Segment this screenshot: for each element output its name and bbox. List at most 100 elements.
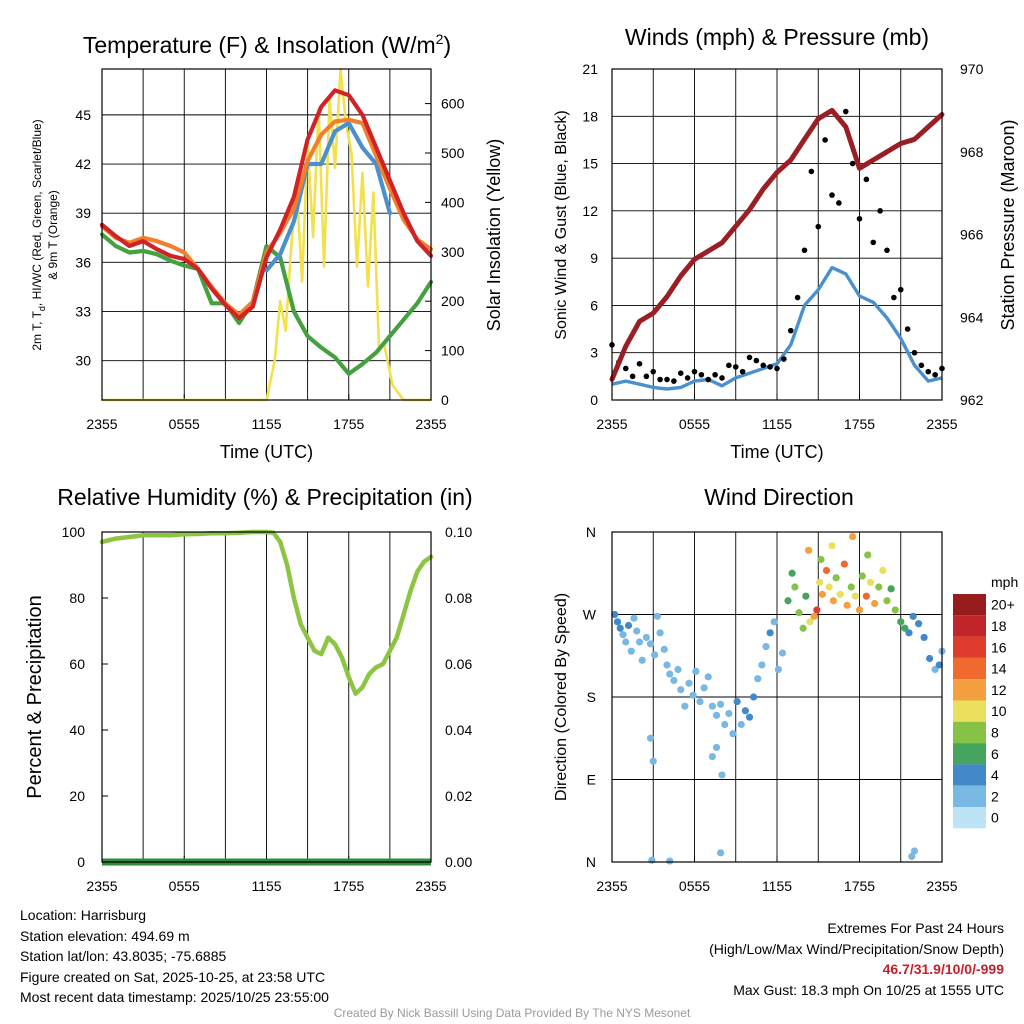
legend-label: 12 <box>991 682 1007 698</box>
y2-tick-label: 300 <box>441 244 465 260</box>
x-tick-label: 2355 <box>415 416 446 432</box>
gust-point <box>911 349 918 356</box>
y-tick-label: 60 <box>69 656 85 672</box>
y2-tick-label: 0.00 <box>445 854 472 870</box>
x-tick-label: 2355 <box>86 878 117 894</box>
y-tick-label: 0 <box>590 392 598 408</box>
gust-point <box>774 365 780 372</box>
y-tick-label: S <box>587 689 596 705</box>
y-tick-label: 45 <box>75 107 91 123</box>
y2-tick-label: 0.04 <box>445 722 472 738</box>
direction-point <box>766 629 774 637</box>
gust-point <box>815 223 822 230</box>
gust-point <box>657 376 663 383</box>
x-tick-label: 1755 <box>333 878 364 894</box>
direction-point <box>832 574 840 582</box>
direction-point <box>653 612 661 620</box>
legend-label: 20+ <box>991 597 1015 613</box>
x-tick-label: 2355 <box>596 416 627 432</box>
gust-point <box>691 368 698 375</box>
direction-point <box>646 640 655 648</box>
direction-point <box>875 583 883 591</box>
plot-border <box>101 68 432 401</box>
direction-point <box>851 592 859 600</box>
direction-point <box>663 661 671 669</box>
direction-point <box>855 606 864 614</box>
y2-tick-label: 964 <box>960 309 984 325</box>
y-tick-label: 9 <box>590 250 598 266</box>
direction-point <box>840 560 848 568</box>
direction-point <box>762 642 770 651</box>
direction-point <box>862 592 870 600</box>
extremes-values: 46.7/31.9/10/0/-999 <box>882 961 1004 977</box>
direction-point <box>651 651 659 659</box>
y-tick-label: 15 <box>582 156 598 172</box>
x-tick-label: 0555 <box>679 416 710 432</box>
direction-point <box>806 618 814 626</box>
gust-point <box>739 368 746 375</box>
gust-point <box>732 364 739 370</box>
x-tick-label: 1155 <box>251 416 281 432</box>
gust-point <box>629 373 636 380</box>
legend-swatch <box>953 636 986 658</box>
direction-point <box>750 693 758 701</box>
direction-point <box>717 849 725 857</box>
legend-label: 8 <box>991 724 999 740</box>
gust-point <box>842 108 849 115</box>
y-axis-label: Percent & Precipitation <box>24 595 46 798</box>
series-relative-humidity <box>99 529 434 696</box>
series-solar-insolation <box>100 67 433 402</box>
series-9m-t <box>99 117 434 317</box>
x-tick-label: 1755 <box>333 416 364 432</box>
direction-point <box>689 691 697 699</box>
legend-swatch <box>953 764 986 786</box>
direction-point <box>737 720 745 729</box>
direction-point <box>633 627 641 635</box>
direction-point <box>666 670 674 678</box>
gust-point <box>650 368 657 375</box>
panel-title: Temperature (F) & Insolation (W/m2) <box>83 31 451 58</box>
gust-point <box>870 239 877 246</box>
gust-point <box>664 376 670 383</box>
legend-label: 2 <box>991 788 999 804</box>
direction-point <box>670 676 678 685</box>
direction-point <box>704 673 712 681</box>
gust-point <box>801 247 808 254</box>
y-tick-label: 18 <box>582 108 598 124</box>
direction-point <box>696 697 704 706</box>
y-tick-label: 30 <box>75 353 91 369</box>
direction-point <box>931 665 939 674</box>
direction-point <box>817 555 825 564</box>
direction-point <box>712 711 721 719</box>
direction-point <box>849 532 857 541</box>
y2-tick-label: 0.08 <box>445 590 472 606</box>
y-tick-label: 12 <box>582 203 598 219</box>
y-tick-label: 100 <box>62 524 86 540</box>
direction-point <box>897 618 905 626</box>
gust-point <box>767 364 773 370</box>
direction-point <box>627 647 635 655</box>
direction-point <box>871 599 879 608</box>
direction-point <box>725 709 733 718</box>
gust-point <box>829 192 835 198</box>
y2-tick-label: 968 <box>960 144 984 160</box>
direction-point <box>866 578 875 587</box>
plot-border <box>611 68 943 401</box>
direction-point <box>909 612 917 620</box>
y-tick-label: 33 <box>75 304 91 320</box>
gust-point <box>918 362 925 369</box>
direction-point <box>770 618 778 626</box>
gust-point <box>781 356 787 362</box>
y2-tick-label: 400 <box>441 194 465 210</box>
x-tick-label: 1755 <box>844 878 875 894</box>
gust-point <box>863 176 870 183</box>
direction-point <box>843 601 851 609</box>
latlon-text: Station lat/lon: 43.8035; -75.6885 <box>20 948 227 964</box>
direction-point <box>864 551 872 559</box>
direction-point <box>624 621 633 630</box>
legend-label: 10 <box>991 703 1007 719</box>
direction-point <box>646 734 655 742</box>
direction-point <box>818 590 826 598</box>
y-tick-label: 21 <box>582 61 598 77</box>
direction-point <box>613 618 622 626</box>
